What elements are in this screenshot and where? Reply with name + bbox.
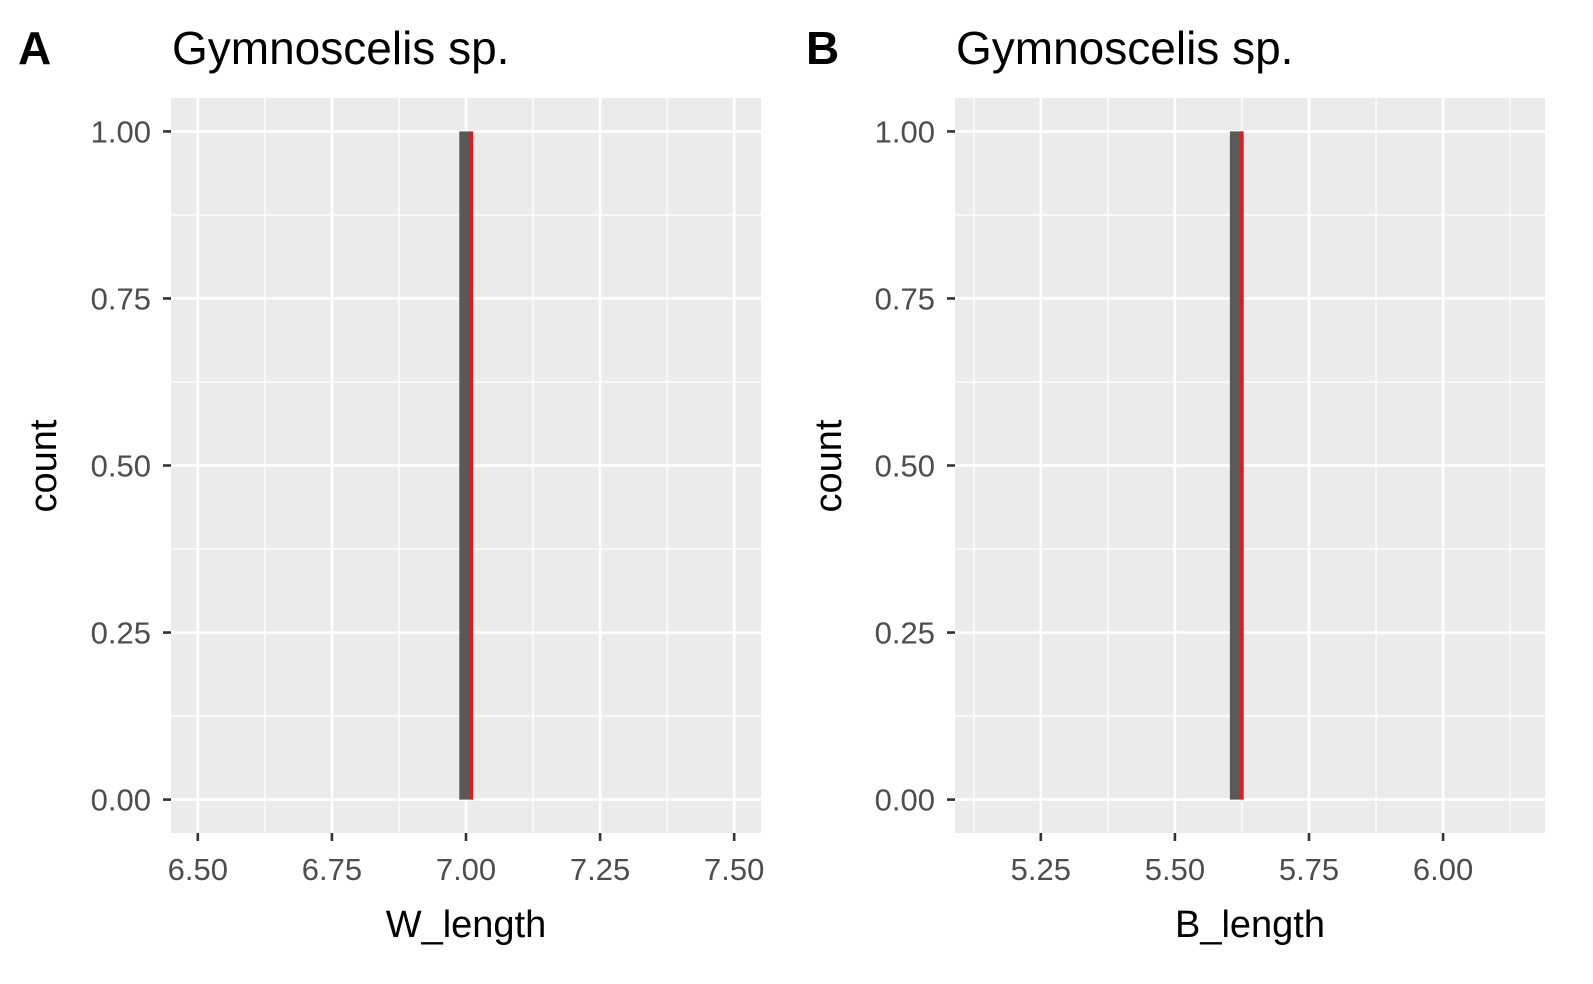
y-tick-label: 0.50 (91, 449, 151, 484)
x-tick-label: 7.25 (570, 852, 630, 887)
x-tick-label: 5.75 (1279, 852, 1339, 887)
y-axis-title: count (23, 419, 65, 512)
y-tick-label: 0.25 (875, 616, 935, 651)
y-tick-label: 1.00 (91, 114, 151, 149)
y-tick-label: 0.25 (91, 616, 151, 651)
plot-title: Gymnoscelis sp. (172, 22, 509, 74)
x-axis-title: W_length (386, 904, 547, 946)
x-tick-label: 6.00 (1413, 852, 1473, 887)
y-tick-label: 0.50 (875, 449, 935, 484)
x-axis-title: B_length (1175, 904, 1325, 946)
x-tick-label: 6.50 (168, 852, 228, 887)
y-tick-label: 0.75 (91, 281, 151, 316)
y-axis-title: count (808, 419, 850, 512)
panel-tag: B (806, 22, 839, 74)
histogram-bar (1229, 131, 1244, 800)
x-tick-label: 7.50 (704, 852, 764, 887)
x-tick-label: 5.50 (1145, 852, 1205, 887)
x-tick-label: 7.00 (436, 852, 496, 887)
y-tick-label: 0.00 (875, 783, 935, 818)
x-tick-label: 5.25 (1011, 852, 1071, 887)
panel-tag: A (18, 22, 51, 74)
histogram-bar (459, 131, 473, 800)
y-tick-label: 1.00 (875, 114, 935, 149)
panel-b: B Gymnoscelis sp. B_length count 5.25 5.5… (806, 22, 1545, 946)
x-tick-label: 6.75 (302, 852, 362, 887)
y-tick-label: 0.75 (875, 281, 935, 316)
plot-title: Gymnoscelis sp. (956, 22, 1293, 74)
panel-a: A Gymnoscelis sp. W_length count 6.50 6.7… (18, 22, 764, 946)
y-tick-label: 0.00 (91, 783, 151, 818)
